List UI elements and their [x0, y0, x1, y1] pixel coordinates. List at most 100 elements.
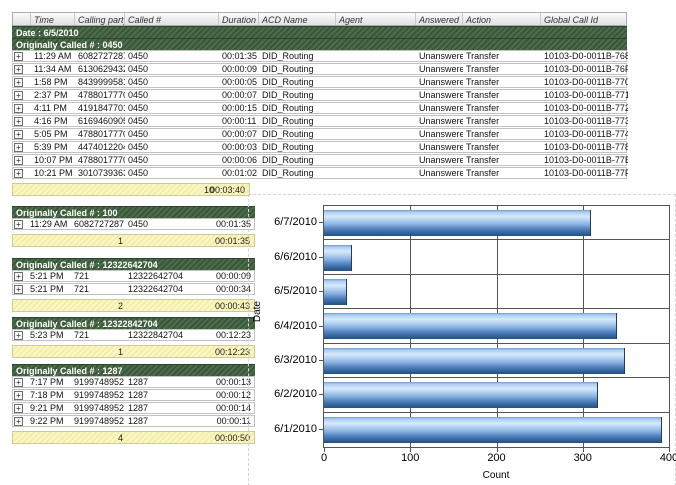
bar-6-1-2010 — [324, 416, 662, 443]
cell-duration: 00:00:34 — [215, 284, 251, 294]
column-header-answered[interactable]: Answered — [416, 13, 463, 25]
cell-called: 1287 — [128, 377, 149, 387]
column-header-gcid[interactable]: Global Call Id — [544, 15, 599, 25]
expand-icon[interactable] — [14, 78, 23, 87]
cell-answered: Unanswered — [419, 90, 463, 100]
cell-duration: 00:00:05 — [222, 77, 258, 87]
expand-cell — [13, 377, 27, 387]
column-header-action[interactable]: Action — [463, 13, 541, 25]
cell-called: 0450 — [128, 51, 149, 61]
expand-cell — [13, 416, 27, 426]
expand-icon[interactable] — [14, 285, 23, 294]
expand-cell — [13, 390, 27, 400]
call-section: Originally Called # : 12877:17 PM 9199748… — [12, 364, 255, 444]
x-tick-mark — [583, 448, 584, 452]
bar-6-6-2010 — [324, 244, 352, 271]
summary-total-duration: 00:01:35 — [214, 236, 250, 246]
cell-calling: 4191847701 — [78, 103, 125, 113]
column-header-acd[interactable]: ACD Name — [259, 13, 336, 25]
x-tick-mark — [324, 448, 325, 452]
expand-cell — [13, 116, 31, 126]
expand-icon[interactable] — [14, 331, 23, 340]
expand-icon[interactable] — [14, 417, 23, 426]
x-tick-label: 100 — [401, 452, 420, 464]
cell-calling: 6130629432 — [78, 64, 125, 74]
x-tick-mark — [669, 448, 670, 452]
expand-icon[interactable] — [14, 378, 23, 387]
x-tick-label: 200 — [487, 452, 506, 464]
cell-calling: 3010739363 — [78, 168, 125, 178]
expand-icon[interactable] — [14, 391, 23, 400]
column-header-calling[interactable]: Calling party # — [75, 13, 125, 25]
chart-band — [324, 275, 669, 310]
expand-icon[interactable] — [14, 169, 23, 178]
expand-icon[interactable] — [14, 272, 23, 281]
expand-icon[interactable] — [14, 117, 23, 126]
cell-agent — [336, 103, 416, 113]
cell-time: 10:07 PM — [34, 155, 73, 165]
cell-acd: DID_Routing — [262, 116, 314, 126]
column-header-called[interactable]: Called # — [125, 13, 219, 25]
cell-answered: Unanswered — [419, 155, 463, 165]
expand-cell — [13, 284, 27, 294]
expand-icon[interactable] — [14, 130, 23, 139]
expand-icon[interactable] — [14, 104, 23, 113]
cell-agent — [336, 129, 416, 139]
column-header-expand[interactable] — [13, 13, 31, 25]
y-tick-mark — [319, 394, 324, 395]
expand-icon[interactable] — [14, 220, 23, 229]
y-tick-mark — [319, 291, 324, 292]
y-tick-mark — [319, 222, 324, 223]
y-tick-mark — [319, 360, 324, 361]
expand-icon[interactable] — [14, 52, 23, 61]
cell-calling: 9199748952 — [74, 403, 125, 413]
chart-band — [324, 309, 669, 344]
y-tick-mark — [319, 257, 324, 258]
cell-agent — [336, 64, 416, 74]
call-section: Originally Called # : 123226427045:21 PM… — [12, 258, 255, 312]
expand-icon[interactable] — [14, 143, 23, 152]
cell-duration: 00:00:12 — [215, 390, 251, 400]
summary-call-count: 2 — [118, 301, 124, 311]
cell-called: 0450 — [128, 103, 149, 113]
column-header-agent[interactable]: Agent — [336, 13, 416, 25]
expand-icon[interactable] — [14, 65, 23, 74]
cell-answered: Unanswered — [419, 168, 463, 178]
expand-cell — [13, 51, 31, 61]
cell-duration: 00:01:35 — [222, 51, 258, 61]
cell-calling: 8439999581 — [78, 77, 125, 87]
expand-icon[interactable] — [14, 404, 23, 413]
expand-icon[interactable] — [14, 91, 23, 100]
cell-gcid: 10103-D0-0011B-778 — [544, 142, 628, 152]
column-header-time[interactable]: Time — [31, 13, 75, 25]
summary-call-count: 1 — [118, 236, 124, 246]
section-summary-row: 1 00:12:23 — [12, 345, 255, 358]
summary-total-duration: 00:00:50 — [214, 433, 250, 443]
summary-call-count: 10 — [203, 185, 214, 195]
cell-agent — [336, 77, 416, 87]
cell-called: 0450 — [128, 77, 149, 87]
cell-called: 0450 — [128, 116, 149, 126]
call-section: Originally Called # : 123228427045:23 PM… — [12, 317, 255, 358]
cell-duration: 00:00:11 — [222, 116, 257, 126]
calls-by-date-chart: Date 6/7/2010 6/6/2010 6/5/2010 6/4/2010 6/3… — [248, 194, 676, 485]
cell-acd: DID_Routing — [262, 142, 314, 152]
cell-acd: DID_Routing — [262, 90, 314, 100]
cell-gcid: 10103-D0-0011B-77E — [544, 155, 628, 165]
expand-cell — [13, 403, 27, 413]
cell-gcid: 10103-D0-0011B-773 — [544, 116, 628, 126]
column-header-duration[interactable]: Duration — [219, 13, 259, 25]
x-axis-title: Count — [482, 470, 510, 481]
expand-cell — [13, 129, 31, 139]
cell-action: Transfer — [466, 155, 500, 165]
expand-icon[interactable] — [14, 156, 23, 165]
summary-call-count: 1 — [118, 347, 124, 357]
expand-cell — [13, 271, 27, 281]
